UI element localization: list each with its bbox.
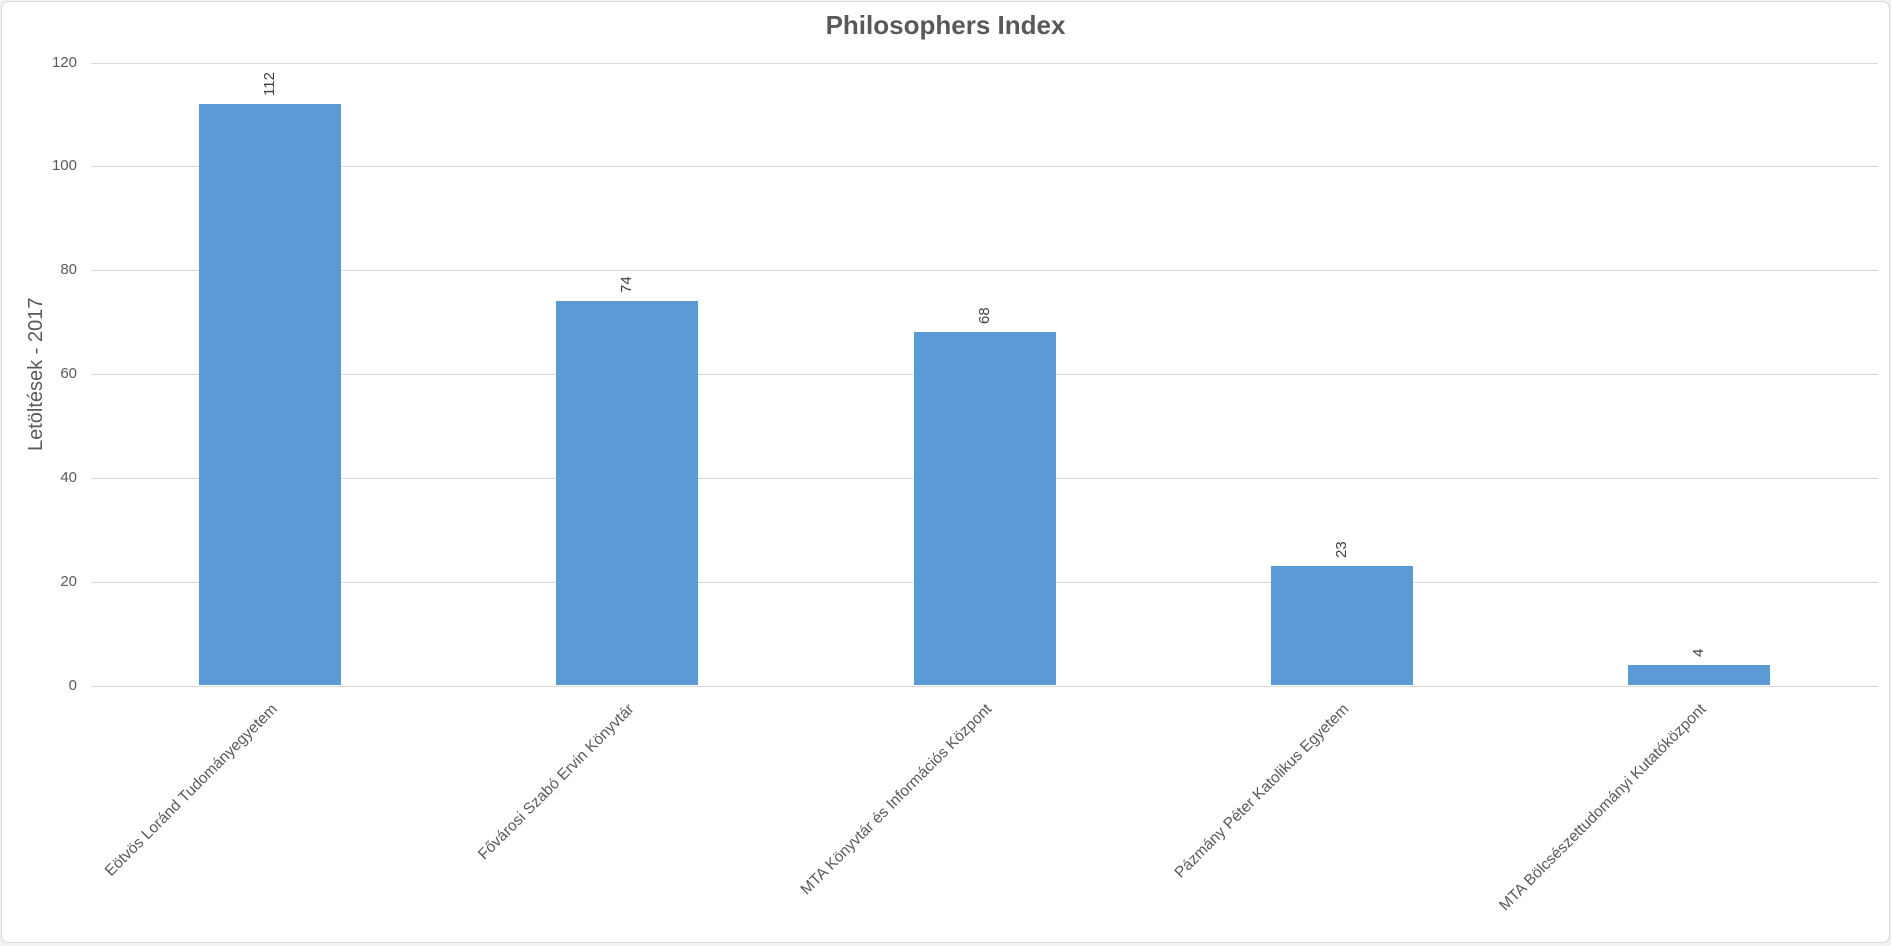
chart-title: Philosophers Index bbox=[825, 10, 1066, 40]
x-axis-category-label: Eötvös Loránd Tudományegyetem bbox=[101, 700, 281, 880]
gridline bbox=[91, 685, 1878, 687]
bar bbox=[1270, 566, 1413, 686]
y-axis-tick-label: 40 bbox=[60, 468, 77, 486]
bar-value-label: 68 bbox=[975, 307, 993, 325]
bar bbox=[198, 104, 341, 686]
x-axis-category-label: Fővárosi Szabó Ervin Könyvtár bbox=[475, 700, 638, 864]
x-axis-category-label: MTA Könyvtár és Információs Központ bbox=[797, 700, 996, 899]
bar-value-label: 4 bbox=[1690, 648, 1708, 657]
y-axis-tick-label: 60 bbox=[60, 365, 77, 382]
gridline bbox=[91, 166, 1878, 168]
y-axis-tick-label: 120 bbox=[51, 53, 77, 71]
bar bbox=[1628, 664, 1771, 686]
y-axis-tick-label: 80 bbox=[60, 261, 77, 279]
y-axis-tick-label: 0 bbox=[68, 676, 77, 694]
y-axis-tick-label: 100 bbox=[51, 157, 77, 175]
x-axis-category-label: Pázmány Péter Katolikus Egyetem bbox=[1171, 700, 1353, 882]
gridline bbox=[91, 270, 1878, 272]
gridline bbox=[91, 62, 1878, 64]
bar bbox=[913, 332, 1056, 686]
bar-value-label: 112 bbox=[260, 72, 278, 97]
bar bbox=[556, 301, 699, 686]
bar-value-label: 74 bbox=[618, 276, 636, 294]
y-axis-tick-label: 20 bbox=[60, 572, 77, 590]
x-axis-category-label: MTA Bölcsészettudományi Kutatóközpont bbox=[1496, 700, 1711, 915]
bar-value-label: 23 bbox=[1332, 541, 1350, 559]
